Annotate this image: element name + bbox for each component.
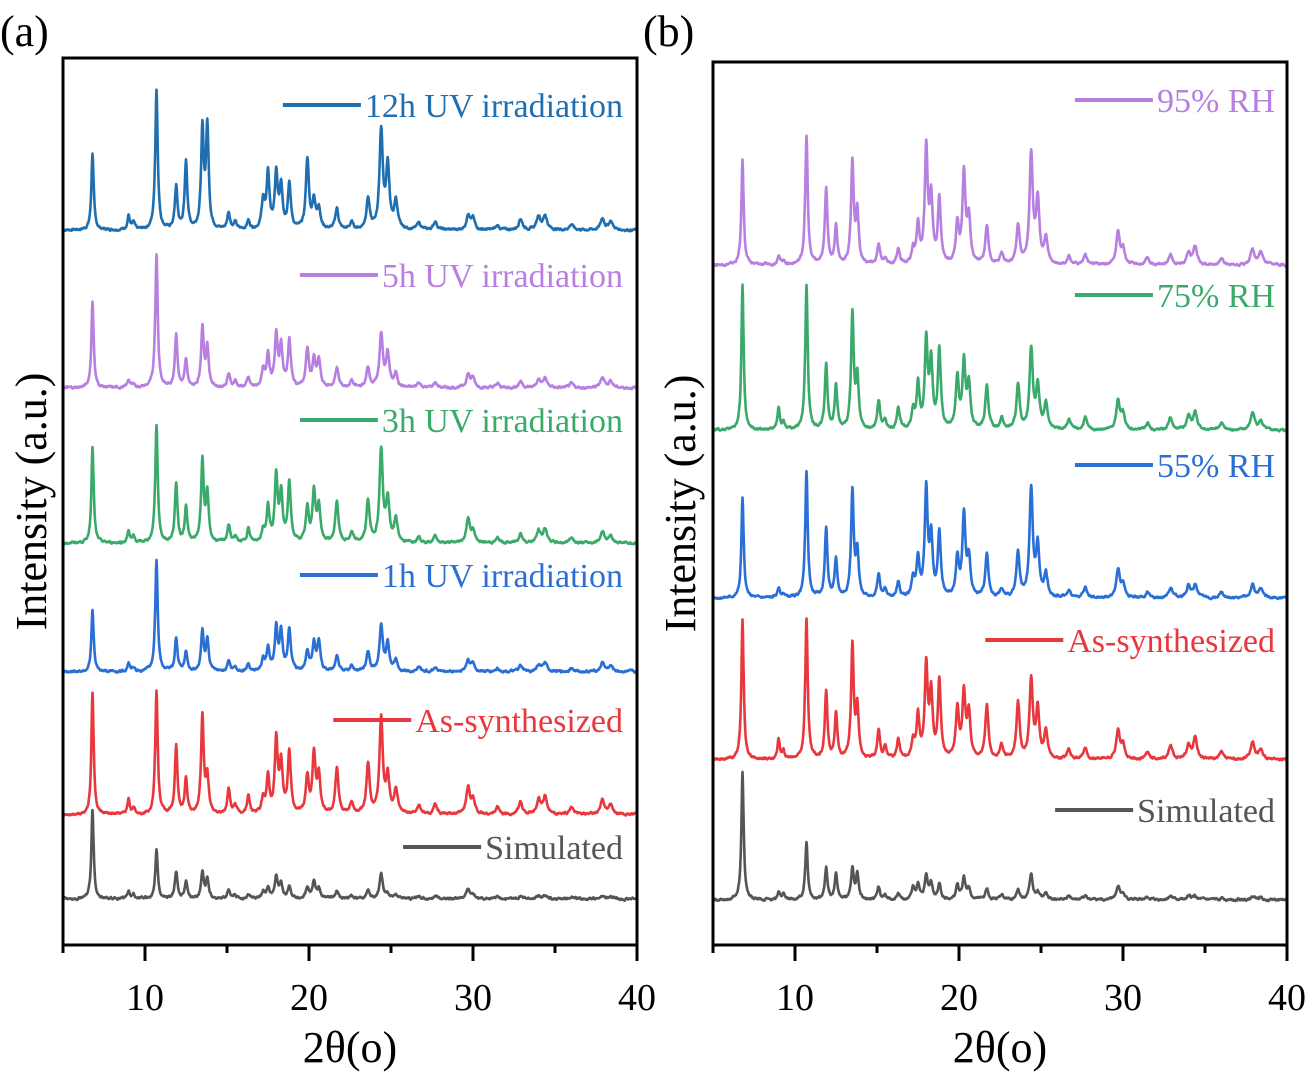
panel-a: (a) 12h UV irradiation 5h UV irradiation 3h… (0, 7, 656, 1072)
series-line-0 (62, 88, 639, 233)
y-axis-title: Intensity (a.u.) (7, 373, 56, 631)
legend-label: As-synthesized (415, 703, 623, 740)
x-tick-label: 20 (290, 977, 328, 1019)
panel-label: (b) (643, 7, 694, 56)
x-tick-label: 30 (1104, 977, 1142, 1019)
x-tick-label: 20 (940, 977, 978, 1019)
panel-b: (b) 95% RH 75% RH 55% RH As-synthesized Simul… (643, 7, 1306, 1072)
x-tick-label: 10 (126, 977, 164, 1019)
legend-label: 1h UV irradiation (382, 558, 623, 595)
legend-label: 75% RH (1157, 278, 1275, 315)
x-tick-label: 40 (618, 977, 656, 1019)
series-line-4 (62, 689, 639, 817)
y-axis-title: Intensity (a.u.) (656, 375, 705, 633)
series-line-3 (711, 617, 1288, 762)
legend-label: 95% RH (1157, 83, 1275, 120)
x-axis-title: 2θ(o) (303, 1023, 397, 1072)
series-line-1 (62, 253, 638, 391)
plot-frame (711, 60, 1289, 947)
x-tick-label: 30 (454, 977, 492, 1019)
legend-label: Simulated (1137, 793, 1275, 830)
series-line-5 (62, 808, 639, 902)
series-line-3 (62, 558, 638, 674)
legend-label: 5h UV irradiation (382, 258, 623, 295)
series-line-4 (711, 770, 1288, 903)
series-line-2 (711, 469, 1288, 601)
legend-label: 12h UV irradiation (365, 88, 623, 125)
legend-label: Simulated (485, 830, 623, 867)
plot-frame (61, 56, 639, 947)
legend-label: 3h UV irradiation (382, 403, 623, 440)
series-line-0 (712, 134, 1289, 268)
x-tick-label: 10 (776, 977, 814, 1019)
x-tick-label: 40 (1268, 977, 1306, 1019)
series-line-1 (711, 283, 1289, 433)
series-line-2 (62, 423, 638, 546)
panel-label: (a) (0, 7, 49, 56)
legend-label: As-synthesized (1067, 623, 1275, 660)
x-axis-title: 2θ(o) (953, 1023, 1047, 1072)
legend-label: 55% RH (1157, 448, 1275, 485)
